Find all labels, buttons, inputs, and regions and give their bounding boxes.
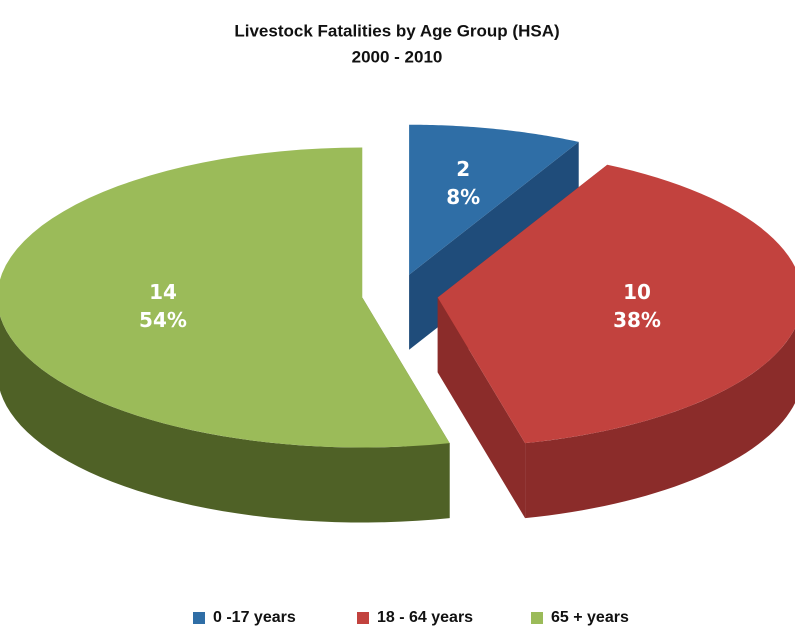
chart-title: Livestock Fatalities by Age Group (HSA) bbox=[234, 21, 559, 40]
value-label: 14 bbox=[149, 280, 177, 304]
slice bbox=[437, 164, 795, 444]
legend-swatch bbox=[357, 612, 369, 624]
percent-label: 8% bbox=[446, 185, 480, 209]
slice-wall bbox=[0, 315, 450, 523]
legend-label: 65 + years bbox=[551, 609, 629, 626]
percent-label: 54% bbox=[139, 308, 187, 332]
legend-label: 18 - 64 years bbox=[377, 609, 473, 626]
percent-label: 38% bbox=[613, 308, 661, 332]
slice-side bbox=[437, 297, 526, 519]
slice bbox=[409, 124, 579, 275]
slice-wall bbox=[525, 328, 795, 519]
legend-label: 0 -17 years bbox=[213, 609, 296, 626]
value-label: 10 bbox=[623, 280, 651, 304]
slice bbox=[0, 147, 450, 448]
value-label: 2 bbox=[456, 157, 470, 181]
legend-swatch bbox=[193, 612, 205, 624]
chart-subtitle: 2000 - 2010 bbox=[352, 47, 443, 66]
legend-swatch bbox=[531, 612, 543, 624]
